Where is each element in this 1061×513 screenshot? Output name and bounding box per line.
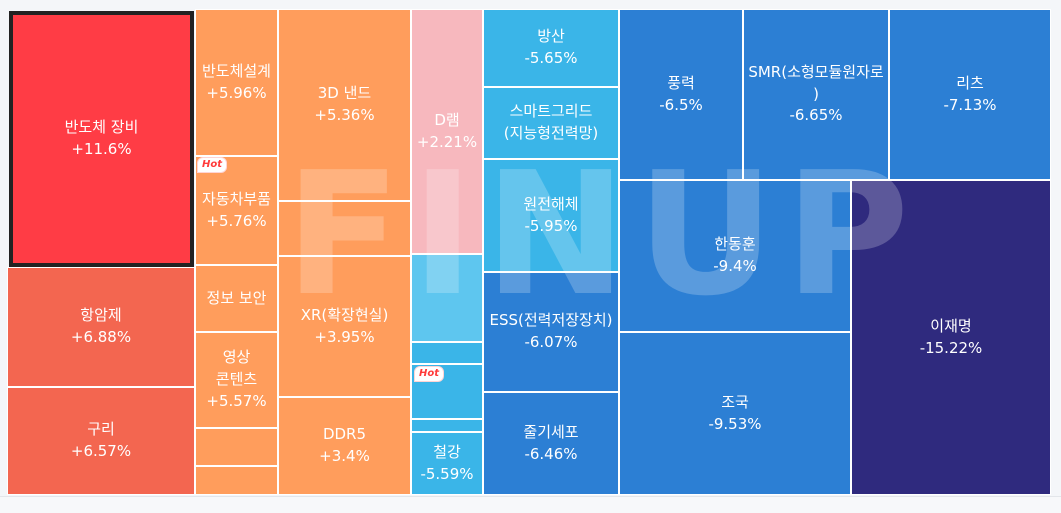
tile-han-donghoon[interactable]: 한동훈 -9.4% (619, 180, 851, 332)
tile-semiconductor-equipment[interactable]: 반도체 장비 +11.6% (9, 11, 194, 267)
tile-smr[interactable]: SMR(소형모듈원자로) -6.65% (743, 9, 889, 180)
tile-label: 철강 (433, 442, 461, 461)
tile-change: -9.53% (708, 414, 762, 433)
tile-unlabeled[interactable] (411, 342, 483, 364)
tile-change: -6.65% (789, 106, 843, 125)
tile-defense[interactable]: 방산 -5.65% (483, 9, 619, 87)
tile-change: +5.57% (206, 391, 267, 410)
tile-cho-kuk[interactable]: 조국 -9.53% (619, 332, 851, 495)
tile-unlabeled[interactable] (411, 254, 483, 342)
hot-badge: Hot (197, 157, 228, 173)
tile-change: +3.4% (319, 447, 370, 465)
tile-steel[interactable]: 철강 -5.59% (411, 432, 483, 495)
tile-label: 반도체설계 (201, 61, 271, 80)
tile-change: -5.65% (524, 49, 578, 67)
tile-label: D램 (434, 110, 460, 129)
tile-label: 한동훈 (714, 235, 756, 254)
tile-label: 자동차부품 (201, 189, 271, 208)
tile-label: 3D 낸드 (317, 84, 372, 103)
tile-change: +6.88% (70, 328, 132, 346)
tile-anticancer[interactable]: 항암제 +6.88% (7, 267, 195, 387)
tile-change: +6.57% (70, 442, 132, 460)
bottom-bar (0, 496, 1061, 513)
tile-info-security[interactable]: 정보 보안 (195, 265, 278, 332)
tile-ddr5[interactable]: DDR5 +3.4% (278, 397, 411, 495)
tile-label: 리츠 (956, 73, 984, 92)
tile-dram[interactable]: D램 +2.21% (411, 9, 483, 254)
tile-label: ESS(전력저장장치) (489, 311, 613, 330)
tile-change: -6.5% (659, 95, 703, 114)
tile-nuclear-decommissioning[interactable]: 원전해체 -5.95% (483, 159, 619, 272)
tile-label: 정보 보안 (206, 288, 267, 307)
tile-ess[interactable]: ESS(전력저장장치) -6.07% (483, 272, 619, 392)
tile-change: +5.36% (314, 106, 375, 124)
tile-label: XR(확장현실) (300, 305, 389, 324)
tile-label: DDR5 (322, 425, 367, 444)
tile-change: +2.21% (416, 132, 478, 151)
tile-reits[interactable]: 리츠 -7.13% (889, 9, 1051, 180)
tile-label: 반도체 장비 (64, 118, 139, 137)
tile-change: -6.07% (524, 333, 578, 351)
hot-badge: Hot (414, 366, 445, 382)
tile-unlabeled[interactable] (278, 201, 411, 256)
tile-lee-jaemyung[interactable]: 이재명 -15.22% (851, 180, 1051, 495)
tile-copper[interactable]: 구리 +6.57% (7, 387, 195, 495)
tile-label: 원전해체 (523, 194, 579, 213)
tile-label: 줄기세포 (523, 422, 579, 441)
tile-auto-parts[interactable]: 자동차부품 +5.76% (195, 156, 278, 265)
tile-label: 이재명 (930, 316, 972, 335)
tile-label: 항암제 (80, 306, 122, 325)
tile-unlabeled[interactable] (195, 466, 278, 495)
tile-label: 스마트그리드(지능형전력망) (503, 102, 599, 142)
tile-label: 방산 (537, 27, 565, 46)
tile-change: -6.46% (524, 444, 578, 463)
tile-label: SMR(소형모듈원자로) (748, 62, 884, 103)
tile-change: +11.6% (71, 140, 132, 158)
tile-unlabeled[interactable] (195, 428, 278, 466)
tile-wind-power[interactable]: 풍력 -6.5% (619, 9, 743, 180)
tile-change: +5.76% (206, 211, 267, 230)
tile-change: -15.22% (919, 338, 983, 357)
tile-change: -7.13% (943, 95, 997, 114)
tile-stem-cell[interactable]: 줄기세포 -6.46% (483, 392, 619, 495)
tile-smart-grid[interactable]: 스마트그리드(지능형전력망) (483, 87, 619, 159)
tile-change: +3.95% (314, 327, 375, 346)
tile-unlabeled[interactable] (411, 419, 483, 432)
tile-change: +5.96% (206, 83, 267, 102)
tile-xr[interactable]: XR(확장현실) +3.95% (278, 256, 411, 397)
tile-change: -5.59% (420, 464, 474, 483)
tile-change: -5.95% (524, 216, 578, 235)
tile-3d-nand[interactable]: 3D 낸드 +5.36% (278, 9, 411, 201)
tile-label: 조국 (721, 392, 749, 411)
tile-label: 구리 (87, 420, 115, 439)
tile-semiconductor-design[interactable]: 반도체설계 +5.96% (195, 9, 278, 156)
tile-label: 영상 콘텐츠 (215, 348, 258, 389)
tile-video-content[interactable]: 영상 콘텐츠 +5.57% (195, 332, 278, 428)
tile-label: 풍력 (667, 73, 695, 92)
tile-change: -9.4% (713, 257, 757, 275)
